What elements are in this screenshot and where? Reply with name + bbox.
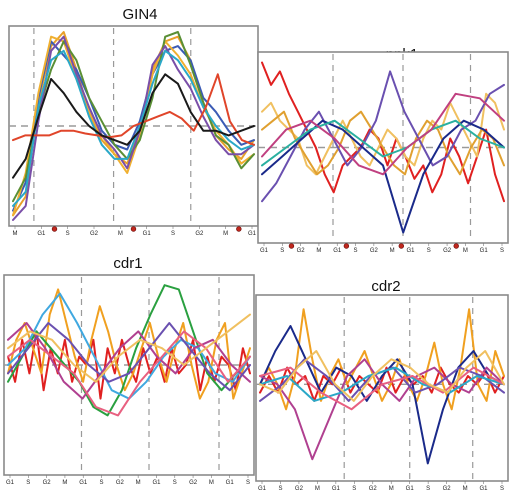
phase-marker-dot: [51, 226, 58, 232]
x-tick-label: G1: [406, 248, 415, 254]
phase-marker-dot: [343, 243, 350, 249]
x-tick-label: G1: [480, 486, 489, 492]
x-tick-label: G1: [79, 480, 88, 486]
x-tick-label: S: [500, 486, 504, 492]
x-tick-label: G1: [406, 486, 415, 492]
x-tick-label: M: [316, 248, 321, 254]
x-tick-label: M: [315, 486, 320, 492]
phase-marker-dot: [398, 243, 405, 249]
cdr1-panel: cdr1 G1 S G2 M G1 S G2 M G1 S G2 M G1 S: [3, 255, 255, 486]
x-tick-label: G2: [370, 248, 379, 254]
x-tick-label: G2: [116, 480, 125, 486]
x-tick-label: G2: [43, 480, 52, 486]
x-tick-label: S: [280, 248, 284, 254]
series-line: [261, 70, 505, 203]
x-tick-label: M: [223, 231, 228, 237]
series-line: [261, 119, 505, 167]
x-tick-label: M: [209, 480, 214, 486]
x-tick-label: G1: [260, 248, 269, 254]
x-tick-label: G1: [226, 480, 235, 486]
x-tick-label: G2: [443, 486, 452, 492]
series-line: [261, 92, 505, 176]
series-line: [259, 308, 505, 411]
x-tick-label: S: [100, 480, 104, 486]
series-line: [7, 322, 251, 392]
x-tick-label: G2: [90, 231, 99, 237]
x-tick-label: G1: [143, 231, 152, 237]
x-tick-label: S: [278, 486, 282, 492]
x-tick-label: S: [427, 248, 431, 254]
series-line: [12, 35, 255, 221]
series-line: [12, 40, 255, 212]
series-line: [259, 366, 505, 411]
x-tick-label: G1: [6, 480, 15, 486]
x-tick-label: M: [62, 480, 67, 486]
series-line: [261, 110, 505, 176]
cdr1-chart: G1 S G2 M G1 S G2 M G1 S G2 M G1 S: [4, 277, 254, 486]
x-tick-label: G2: [369, 486, 378, 492]
x-tick-label: G1: [333, 248, 342, 254]
x-tick-label: G1: [332, 486, 341, 492]
ppk1-chart: G1 S G2 M G1 S G2 M G1 S G2 M G1 S: [258, 54, 508, 254]
x-tick-label: M: [13, 231, 18, 237]
x-tick-label: S: [354, 248, 358, 254]
series-line: [7, 313, 251, 383]
x-tick-label: S: [171, 231, 175, 237]
x-tick-label: M: [390, 248, 395, 254]
x-tick-label: M: [463, 248, 468, 254]
series-line: [12, 73, 255, 179]
series-line: [259, 366, 505, 402]
gin4-panel: GIN4 M G1 S G2 M G1 S G2 M G1: [8, 6, 259, 237]
cdr2-chart: G1 S G2 M G1 S G2 M G1 S G2 M G1 S: [256, 297, 508, 492]
series-line: [12, 49, 255, 207]
x-tick-label: G2: [189, 480, 198, 486]
cdr2-panel: cdr2 G1 S G2 M G1 S G2 M G1 S G2 M G1 S: [255, 278, 509, 492]
x-tick-label: G2: [297, 248, 306, 254]
phase-marker-dot: [130, 226, 137, 232]
x-tick-label: S: [66, 231, 70, 237]
gin4-title: GIN4: [122, 6, 157, 23]
x-tick-label: G2: [195, 231, 204, 237]
series-line: [12, 35, 255, 217]
x-tick-label: G2: [295, 486, 304, 492]
x-tick-label: S: [246, 480, 250, 486]
x-tick-label: G1: [152, 480, 161, 486]
x-tick-label: M: [118, 231, 123, 237]
series-line: [261, 61, 505, 203]
x-tick-label: S: [426, 486, 430, 492]
x-tick-label: G1: [258, 486, 267, 492]
cdr1-title: cdr1: [113, 255, 142, 272]
x-tick-label: G1: [480, 248, 489, 254]
x-tick-label: S: [352, 486, 356, 492]
x-tick-label: M: [136, 480, 141, 486]
series-line: [259, 350, 505, 402]
x-tick-label: M: [463, 486, 468, 492]
x-tick-label: S: [500, 248, 504, 254]
x-tick-label: G1: [248, 231, 257, 237]
phase-marker-dot: [453, 243, 459, 249]
x-tick-label: M: [389, 486, 394, 492]
phase-marker-dot: [236, 226, 242, 232]
series-line: [7, 330, 251, 417]
cdr2-title: cdr2: [371, 278, 400, 295]
series-line: [12, 73, 255, 146]
phase-marker-dot: [288, 243, 295, 249]
gin4-chart: M G1 S G2 M G1 S G2 M G1: [9, 28, 258, 237]
series-line: [7, 284, 251, 417]
series-line: [259, 325, 505, 465]
x-tick-label: S: [173, 480, 177, 486]
series-line: [261, 119, 505, 234]
x-tick-label: G2: [443, 248, 452, 254]
x-tick-label: S: [26, 480, 30, 486]
x-tick-label: G1: [37, 231, 46, 237]
